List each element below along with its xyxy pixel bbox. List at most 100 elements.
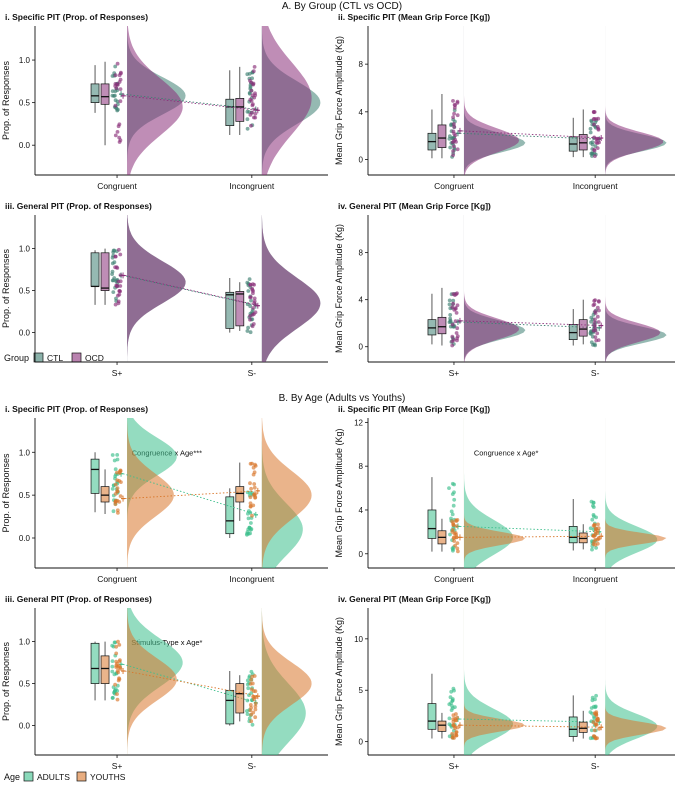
point-b3-youths-0-6 <box>113 682 117 687</box>
point-a4-ocd-1-11 <box>595 314 600 319</box>
point-a2-ocd-0-12 <box>455 101 460 105</box>
point-a2-ocd-0-13 <box>451 99 455 103</box>
point-a2-ctl-1-7 <box>588 126 593 131</box>
mean-link-b2-youths <box>461 535 604 538</box>
point-b3-adults-1-7 <box>245 698 250 703</box>
point-a3-ocd-0-13 <box>116 301 121 306</box>
point-a2-ocd-0-17 <box>451 115 455 120</box>
point-b1-adults-1-2 <box>249 521 253 525</box>
x-tick-label-b4-1: S- <box>591 761 600 771</box>
mean-link-b1-adults <box>122 473 258 516</box>
box-a4-ocd-1 <box>578 319 588 337</box>
point-b4-youths-0-19 <box>453 732 458 737</box>
point-a2-ocd-0-6 <box>452 124 457 129</box>
box-b3-adults-1 <box>225 689 235 725</box>
point-a1-ocd-0-1 <box>113 73 118 78</box>
point-a1-ocd-1-20 <box>250 93 255 98</box>
legend-label-ctl: CTL <box>47 353 63 363</box>
point-b1-youths-0-15 <box>113 482 118 487</box>
point-a1-ocd-1-6 <box>250 103 255 108</box>
point-a1-ocd-1-18 <box>248 113 253 117</box>
density-b2-youths-1 <box>605 418 667 568</box>
point-a2-ocd-0-5 <box>451 153 455 158</box>
point-a4-ctl-0-20 <box>448 316 452 321</box>
point-b3-adults-1-18 <box>245 709 249 713</box>
point-b2-youths-1-17 <box>592 522 597 527</box>
point-a3-ctl-0-18 <box>112 260 117 265</box>
point-a4-ocd-0-17 <box>451 301 456 306</box>
point-b1-adults-0-13 <box>113 467 118 472</box>
point-a3-ocd-0-7 <box>117 247 121 252</box>
point-a4-ocd-0-14 <box>451 292 456 296</box>
mean-link-b4-youths <box>461 724 604 728</box>
box-b4-youths-1 <box>578 721 588 733</box>
point-a2-ocd-1-2 <box>593 154 597 159</box>
point-b1-adults-0-17 <box>110 453 115 457</box>
point-a2-ocd-0-21 <box>455 147 460 152</box>
point-a3-ocd-1-8 <box>248 317 252 322</box>
point-a1-ocd-0-18 <box>115 130 120 134</box>
point-a4-ocd-0-12 <box>453 307 458 311</box>
point-a2-ocd-0-14 <box>452 106 457 110</box>
point-b3-adults-0-18 <box>112 690 116 695</box>
point-b4-adults-0-18 <box>447 722 452 727</box>
point-b2-adults-0-10 <box>449 509 454 514</box>
y-tick-label-a1-2: 1.0 <box>19 56 31 65</box>
box-a3-ctl-0 <box>90 252 100 287</box>
point-b4-youths-1-16 <box>591 720 596 725</box>
point-b3-youths-0-5 <box>115 692 119 696</box>
point-b3-adults-0-10 <box>110 664 115 669</box>
point-a1-ocd-1-5 <box>251 69 256 74</box>
point-a3-ctl-0-15 <box>111 278 116 283</box>
density-a4-ocd-0 <box>463 215 519 362</box>
point-b3-youths-1-2 <box>253 707 258 712</box>
point-a2-ctl-0-10 <box>447 137 452 141</box>
point-b4-adults-0-12 <box>449 701 453 705</box>
point-a3-ctl-1-20 <box>247 277 252 281</box>
point-a1-ctl-1-0 <box>245 117 250 122</box>
y-tick-label-a2-1: 4 <box>359 108 364 117</box>
point-a3-ctl-1-3 <box>249 298 253 303</box>
panel-title-b3: iii. General PIT (Prop. of Responses) <box>5 594 152 604</box>
y-tick-label-b4-2: 10 <box>354 635 363 644</box>
point-b4-adults-1-13 <box>593 697 597 702</box>
point-a4-ctl-0-16 <box>447 320 452 325</box>
point-a4-ocd-0-11 <box>455 291 459 296</box>
point-a3-ocd-0-18 <box>118 284 123 288</box>
point-b2-youths-0-5 <box>455 546 460 551</box>
point-b3-youths-0-16 <box>115 661 119 666</box>
point-a2-ctl-1-8 <box>588 130 593 135</box>
point-a4-ocd-0-21 <box>455 303 460 308</box>
point-a2-ocd-1-6 <box>595 146 600 151</box>
point-a4-ocd-0-8 <box>451 338 456 342</box>
point-a1-ctl-0-5 <box>113 64 118 69</box>
point-b4-youths-0-12 <box>450 731 455 736</box>
x-tick-label-a1-0: Congruent <box>97 181 137 191</box>
point-b2-adults-1-0 <box>588 526 593 531</box>
point-b1-youths-0-10 <box>115 470 119 475</box>
point-a3-ocd-0-20 <box>116 293 120 298</box>
point-b3-adults-0-21 <box>113 687 118 692</box>
point-a1-ocd-0-8 <box>118 99 123 104</box>
y-label-a2: Mean Grip Force Amplitude (Kg) <box>334 36 344 165</box>
point-a4-ocd-1-3 <box>597 308 601 313</box>
point-a3-ocd-0-2 <box>113 302 118 307</box>
point-b3-youths-0-19 <box>115 697 120 702</box>
point-b1-youths-1-18 <box>248 481 252 486</box>
point-a2-ocd-1-17 <box>592 117 597 121</box>
point-b2-youths-1-15 <box>592 540 597 544</box>
point-a1-ocd-0-16 <box>115 61 120 66</box>
point-a2-ocd-1-15 <box>597 140 601 145</box>
legend-age: Age ADULTS YOUTHS <box>4 771 126 782</box>
point-a3-ocd-0-11 <box>118 252 123 257</box>
point-a2-ocd-1-13 <box>592 122 596 127</box>
box-b1-youths-0 <box>100 486 110 503</box>
point-a1-ctl-0-20 <box>112 94 116 98</box>
point-a1-ctl-1-19 <box>247 71 252 76</box>
box-b2-adults-0 <box>427 509 437 539</box>
point-b3-adults-0-13 <box>112 640 117 645</box>
density-a4-ocd-1 <box>605 215 661 362</box>
point-a1-ocd-1-15 <box>253 111 258 116</box>
point-b3-youths-1-15 <box>249 705 254 710</box>
point-b2-youths-0-16 <box>453 543 457 548</box>
